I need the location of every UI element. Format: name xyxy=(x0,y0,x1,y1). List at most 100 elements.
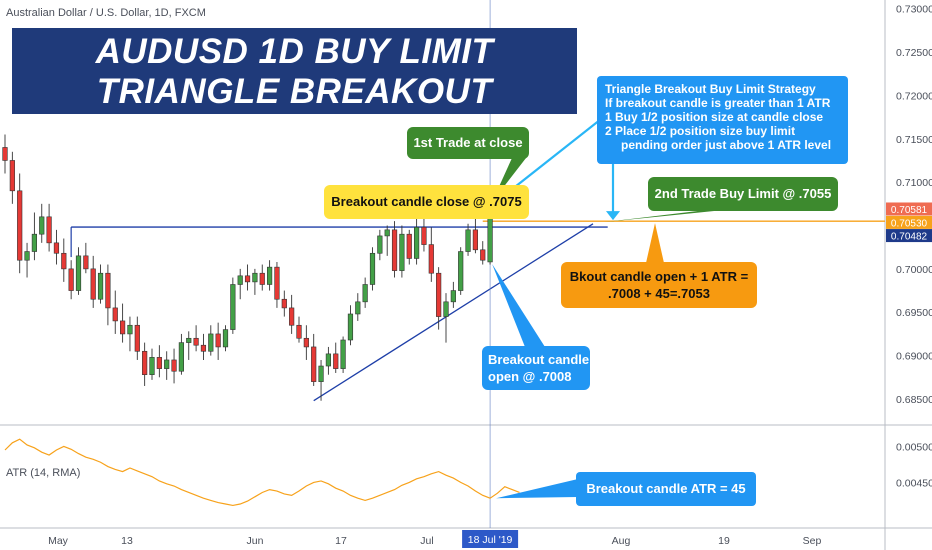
candle[interactable] xyxy=(296,316,302,343)
y-tick-label: 0.70000 xyxy=(896,264,932,276)
candle-body xyxy=(178,342,185,372)
candle[interactable] xyxy=(325,346,332,375)
candle[interactable] xyxy=(406,229,412,265)
candle[interactable] xyxy=(318,359,324,401)
candle[interactable] xyxy=(39,203,45,243)
candle[interactable] xyxy=(281,290,287,317)
candle[interactable] xyxy=(355,293,361,321)
candle[interactable] xyxy=(178,333,185,375)
candle[interactable] xyxy=(465,223,471,256)
candle[interactable] xyxy=(97,264,104,304)
candle[interactable] xyxy=(362,277,368,308)
candle[interactable] xyxy=(186,331,192,360)
candle[interactable] xyxy=(252,268,258,295)
second-trade-pointer xyxy=(603,210,724,223)
candle[interactable] xyxy=(208,325,214,356)
candle-body xyxy=(443,301,449,317)
candle[interactable] xyxy=(384,225,390,256)
title-line-1: AUDUSD 1D BUY LIMIT xyxy=(95,32,494,71)
candle[interactable] xyxy=(75,247,82,295)
candle[interactable] xyxy=(164,351,170,380)
x-tick-label: Jun xyxy=(247,535,264,547)
y-tick-label: 0.71000 xyxy=(896,177,932,189)
candle[interactable] xyxy=(61,238,67,282)
breakout-close-callout: Breakout candle close @ .7075 xyxy=(324,185,529,219)
candle[interactable] xyxy=(340,336,346,373)
candle[interactable] xyxy=(259,264,265,291)
candle[interactable] xyxy=(399,225,405,278)
candle[interactable] xyxy=(134,316,140,360)
candle[interactable] xyxy=(244,264,251,291)
candle[interactable] xyxy=(127,316,133,352)
title-line-2: TRIANGLE BREAKOUT STRATEGY xyxy=(96,72,493,151)
candle[interactable] xyxy=(105,264,111,326)
candle[interactable] xyxy=(333,342,339,373)
candle[interactable] xyxy=(17,173,23,274)
candle[interactable] xyxy=(200,333,207,360)
candle-body xyxy=(134,324,140,352)
candle[interactable] xyxy=(120,303,126,343)
candle[interactable] xyxy=(90,255,96,308)
candle[interactable] xyxy=(53,229,60,265)
rising-support-line[interactable] xyxy=(313,223,594,402)
candle[interactable] xyxy=(222,325,229,352)
candle[interactable] xyxy=(171,348,177,384)
candle[interactable] xyxy=(289,294,295,334)
candle[interactable] xyxy=(413,218,420,265)
candle-body xyxy=(2,147,8,161)
candle[interactable] xyxy=(303,325,309,360)
candle-body xyxy=(340,339,346,369)
x-tick-label: Jul xyxy=(420,535,433,547)
candle[interactable] xyxy=(142,342,148,386)
candle[interactable] xyxy=(377,229,383,261)
candle[interactable] xyxy=(480,241,486,265)
candle[interactable] xyxy=(31,212,37,261)
candle[interactable] xyxy=(458,247,464,295)
candle[interactable] xyxy=(2,134,8,174)
candle[interactable] xyxy=(215,322,221,360)
highlighted-date-badge xyxy=(462,530,519,548)
atr-line[interactable] xyxy=(4,438,520,507)
candle[interactable] xyxy=(24,242,30,278)
candle[interactable] xyxy=(274,261,280,308)
price-marker xyxy=(886,229,932,243)
candle[interactable] xyxy=(347,305,354,346)
candle[interactable] xyxy=(230,277,236,334)
x-tick-label: 13 xyxy=(121,535,133,547)
candle[interactable] xyxy=(112,290,118,334)
candle-body xyxy=(83,255,89,270)
candle[interactable] xyxy=(68,260,74,300)
candle[interactable] xyxy=(83,242,89,274)
candle[interactable] xyxy=(46,203,52,252)
candle[interactable] xyxy=(450,281,456,308)
y-tick-label: 0.68500 xyxy=(896,394,932,406)
candle[interactable] xyxy=(156,345,162,378)
candle-body xyxy=(413,226,420,259)
candle[interactable] xyxy=(237,268,243,300)
candle-body xyxy=(480,249,486,261)
candle[interactable] xyxy=(391,221,398,278)
candle[interactable] xyxy=(421,215,427,252)
candle[interactable] xyxy=(9,151,15,204)
candle-body xyxy=(303,337,309,348)
strategy-title: Triangle Breakout Buy Limit Strategy xyxy=(605,82,816,96)
candle[interactable] xyxy=(266,260,273,291)
candle-body xyxy=(208,333,214,352)
candle-body xyxy=(436,272,442,317)
candle[interactable] xyxy=(193,325,199,352)
candle[interactable] xyxy=(311,333,317,386)
candle[interactable] xyxy=(369,247,376,291)
price-marker xyxy=(886,215,932,229)
candle[interactable] xyxy=(428,227,434,282)
candle[interactable] xyxy=(149,348,155,380)
candle[interactable] xyxy=(472,218,479,254)
second-trade-callout: 2nd Trade Buy Limit @ .7055 xyxy=(648,177,838,211)
price-marker-label: 0.70482 xyxy=(891,232,928,243)
candle-body xyxy=(9,160,15,192)
candle-body xyxy=(215,333,221,348)
x-tick-label: Aug xyxy=(612,535,631,547)
candle[interactable] xyxy=(436,267,442,330)
breakout-open-pointer xyxy=(492,263,545,347)
candle[interactable] xyxy=(443,293,449,343)
x-tick-label: May xyxy=(48,535,69,547)
